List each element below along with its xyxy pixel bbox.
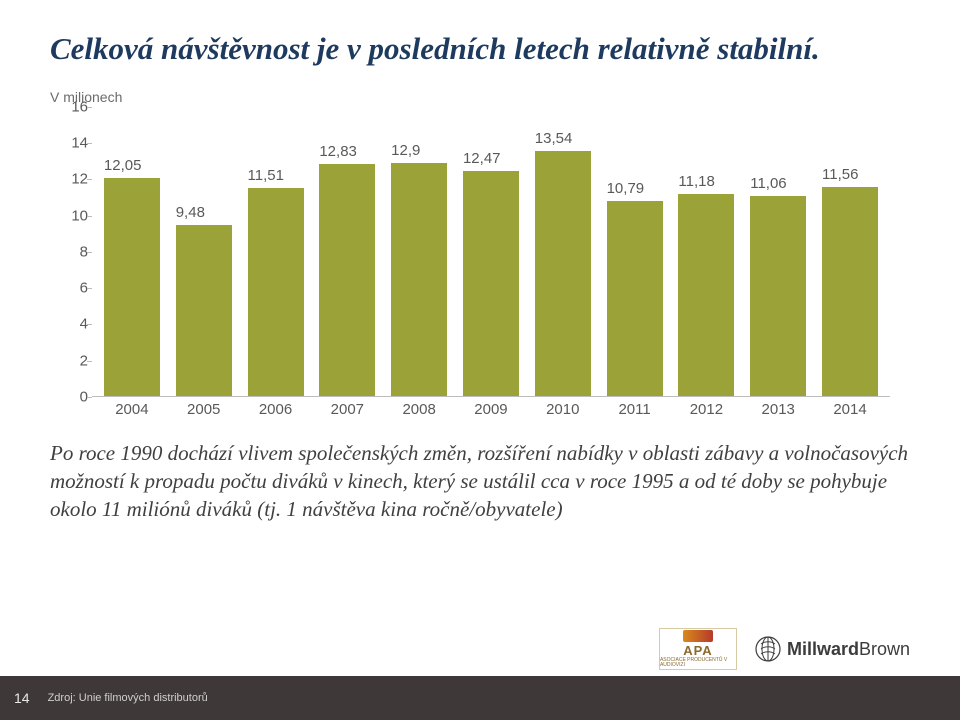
bar-chart: 0246810121416 12,059,4811,5112,8312,912,… bbox=[60, 107, 890, 419]
bar-slot: 12,83 bbox=[311, 107, 383, 397]
bar-value-label: 11,51 bbox=[248, 167, 284, 188]
y-tick-label: 12 bbox=[71, 171, 88, 188]
bar-value-label: 11,56 bbox=[822, 166, 858, 187]
millward-brown-text: MillwardBrown bbox=[787, 639, 910, 660]
apa-logo: APA ASOCIACE PRODUCENTŮ V AUDIOVIZI bbox=[659, 628, 737, 670]
bar-value-label: 13,54 bbox=[535, 130, 573, 151]
bar-value-label: 12,05 bbox=[104, 157, 142, 178]
x-tick-label: 2011 bbox=[599, 397, 671, 419]
plot-area: 12,05 9,48 11,51 12,83 12,9 12,47 13,54 10,79 11… bbox=[92, 107, 890, 397]
bar-slot: 10,79 bbox=[599, 107, 671, 397]
bar: 10,79 bbox=[607, 201, 663, 397]
bar-value-label: 12,83 bbox=[319, 143, 357, 164]
millward-brown-logo: MillwardBrown bbox=[755, 636, 910, 662]
bar-slot: 12,9 bbox=[383, 107, 455, 397]
x-tick-label: 2013 bbox=[742, 397, 814, 419]
bar: 12,47 bbox=[463, 171, 519, 397]
bar-slot: 9,48 bbox=[168, 107, 240, 397]
bar-value-label: 12,9 bbox=[391, 142, 420, 163]
bar-slot: 11,06 bbox=[742, 107, 814, 397]
slide: Celková návštěvnost je v posledních lete… bbox=[0, 0, 960, 720]
x-tick-label: 2004 bbox=[96, 397, 168, 419]
page-number: 14 bbox=[14, 690, 30, 706]
bars-container: 12,05 9,48 11,51 12,83 12,9 12,47 13,54 10,79 11… bbox=[92, 107, 890, 397]
bar-value-label: 11,06 bbox=[750, 175, 786, 196]
x-tick-label: 2007 bbox=[311, 397, 383, 419]
bar: 11,56 bbox=[822, 187, 878, 397]
y-tick-label: 14 bbox=[71, 135, 88, 152]
x-tick-label: 2008 bbox=[383, 397, 455, 419]
units-label: V milionech bbox=[50, 89, 910, 105]
bar: 13,54 bbox=[535, 151, 591, 396]
x-tick-label: 2012 bbox=[671, 397, 743, 419]
y-tick-label: 16 bbox=[71, 98, 88, 115]
slide-title: Celková návštěvnost je v posledních lete… bbox=[50, 30, 910, 69]
x-tick-label: 2006 bbox=[240, 397, 312, 419]
logo-row: APA ASOCIACE PRODUCENTŮ V AUDIOVIZI Mill… bbox=[659, 628, 910, 670]
bar-slot: 11,56 bbox=[814, 107, 886, 397]
bar-value-label: 11,18 bbox=[678, 173, 714, 194]
apa-logo-text: APA bbox=[683, 644, 712, 657]
x-tick-label: 2010 bbox=[527, 397, 599, 419]
x-axis-labels: 2004200520062007200820092010201120122013… bbox=[92, 397, 890, 419]
bar-value-label: 10,79 bbox=[607, 180, 645, 201]
bar: 9,48 bbox=[176, 225, 232, 397]
bar-value-label: 9,48 bbox=[176, 204, 205, 225]
x-tick-label: 2009 bbox=[455, 397, 527, 419]
bar: 12,83 bbox=[319, 164, 375, 397]
y-axis: 0246810121416 bbox=[60, 107, 92, 397]
bar: 11,18 bbox=[678, 194, 734, 397]
millward-brown-icon bbox=[755, 636, 781, 662]
bar-value-label: 12,47 bbox=[463, 150, 501, 171]
bar: 11,51 bbox=[248, 188, 304, 397]
bar-slot: 12,47 bbox=[455, 107, 527, 397]
apa-logo-sub: ASOCIACE PRODUCENTŮ V AUDIOVIZI bbox=[660, 658, 736, 668]
bar-slot: 11,51 bbox=[240, 107, 312, 397]
bar: 12,9 bbox=[391, 163, 447, 397]
bar: 12,05 bbox=[104, 178, 160, 396]
bar-slot: 12,05 bbox=[96, 107, 168, 397]
bar-slot: 13,54 bbox=[527, 107, 599, 397]
x-tick-label: 2014 bbox=[814, 397, 886, 419]
bar: 11,06 bbox=[750, 196, 806, 396]
source-text: Zdroj: Unie filmových distributorů bbox=[48, 692, 208, 704]
y-tick-label: 10 bbox=[71, 207, 88, 224]
footer-bar: 14 Zdroj: Unie filmových distributorů bbox=[0, 676, 960, 720]
body-paragraph: Po roce 1990 dochází vlivem společenskýc… bbox=[50, 439, 910, 524]
x-tick-label: 2005 bbox=[168, 397, 240, 419]
bar-slot: 11,18 bbox=[671, 107, 743, 397]
